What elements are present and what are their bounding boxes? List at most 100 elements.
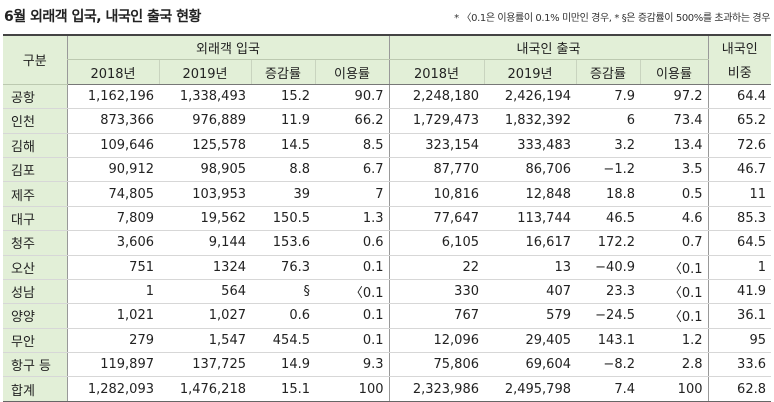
row-label: 제주 — [3, 181, 67, 207]
table-row-total: 합계 1,282,093 1,476,218 15.1 100 2,323,986 2,49… — [3, 376, 771, 402]
cell-domestic-usage: 0.7 — [640, 230, 708, 256]
header-domestic-2018: 2018년 — [388, 59, 484, 85]
cell-foreign-2019: 564 — [159, 279, 251, 305]
cell-domestic-change: 172.2 — [576, 230, 640, 256]
cell-domestic-2018: 87,770 — [388, 157, 484, 183]
cell-domestic-2019: 333,483 — [484, 133, 576, 158]
cell-foreign-usage: 1.3 — [315, 206, 389, 232]
cell-domestic-change: 7.4 — [576, 376, 640, 402]
table-row: 제주 74,805 103,953 39 7 10,816 12,848 18.8 0.5 11 — [3, 181, 771, 207]
cell-domestic-change: 23.3 — [576, 279, 640, 305]
cell-ratio: 36.1 — [707, 303, 771, 329]
header-ratio-line1: 내국인 — [707, 35, 771, 60]
cell-ratio: 95 — [707, 328, 771, 354]
cell-domestic-change: 18.8 — [576, 181, 640, 207]
cell-foreign-2019: 1,476,218 — [159, 376, 251, 402]
cell-foreign-2019: 1,547 — [159, 328, 251, 354]
row-label: 김해 — [3, 133, 67, 158]
cell-foreign-change: 8.8 — [251, 157, 315, 183]
cell-domestic-usage: 0.5 — [640, 181, 708, 207]
cell-foreign-usage: 7 — [315, 181, 389, 207]
cell-foreign-change: 150.5 — [251, 206, 315, 232]
cell-foreign-usage: 0.1 — [315, 328, 389, 354]
cell-domestic-2019: 86,706 — [484, 157, 576, 183]
cell-foreign-usage: 90.7 — [315, 84, 389, 110]
cell-domestic-2018: 1,729,473 — [388, 108, 484, 134]
cell-ratio: 62.8 — [707, 376, 771, 402]
cell-foreign-usage: 0.1 — [315, 303, 389, 329]
row-label: 오산 — [3, 255, 67, 280]
page-title: 6월 외래객 입국, 내국인 출국 현황 — [4, 9, 201, 25]
cell-domestic-usage: 〈0.1 — [640, 279, 708, 305]
cell-domestic-usage: 73.4 — [640, 108, 708, 134]
cell-domestic-2019: 29,405 — [484, 328, 576, 354]
table-row: 오산 751 1324 76.3 0.1 22 13 −40.9 〈0.1 1 — [3, 255, 771, 280]
cell-domestic-change: −1.2 — [576, 157, 640, 183]
cell-domestic-usage: 13.4 — [640, 133, 708, 158]
cell-domestic-usage: 〈0.1 — [640, 303, 708, 329]
table-row: 무안 279 1,547 454.5 0.1 12,096 29,405 143.1 1.2 95 — [3, 328, 771, 354]
row-label: 대구 — [3, 206, 67, 232]
cell-domestic-2018: 323,154 — [388, 133, 484, 158]
cell-domestic-2018: 330 — [388, 279, 484, 305]
cell-foreign-2018: 119,897 — [66, 352, 159, 378]
row-label: 인천 — [3, 108, 67, 134]
cell-domestic-usage: 3.5 — [640, 157, 708, 183]
table-row: 성남 1 564 § 〈0.1 330 407 23.3 〈0.1 41.9 — [3, 279, 771, 305]
cell-domestic-change: 6 — [576, 108, 640, 134]
header-foreign-2018: 2018년 — [66, 59, 159, 85]
cell-foreign-change: 76.3 — [251, 255, 315, 280]
cell-foreign-2019: 103,953 — [159, 181, 251, 207]
table-row: 김포 90,912 98,905 8.8 6.7 87,770 86,706 −1.2 3.5 4… — [3, 157, 771, 183]
cell-domestic-2018: 10,816 — [388, 181, 484, 207]
table-body: 공항 1,162,196 1,338,493 15.2 90.7 2,248,180 2,4… — [3, 84, 771, 402]
header-foreign-2019: 2019년 — [158, 59, 251, 85]
cell-foreign-usage: 9.3 — [315, 352, 389, 378]
cell-domestic-change: 3.2 — [576, 133, 640, 158]
cell-foreign-usage: 〈0.1 — [315, 279, 389, 305]
cell-foreign-2018: 1,282,093 — [66, 376, 159, 402]
cell-foreign-usage: 8.5 — [315, 133, 389, 158]
cell-domestic-2019: 579 — [484, 303, 576, 329]
cell-domestic-2019: 2,495,798 — [484, 376, 576, 402]
cell-domestic-2018: 77,647 — [388, 206, 484, 232]
cell-ratio: 65.2 — [707, 108, 771, 134]
cell-foreign-2018: 279 — [66, 328, 159, 354]
cell-domestic-2019: 2,426,194 — [484, 84, 576, 110]
cell-domestic-usage: 〈0.1 — [640, 255, 708, 280]
cell-domestic-2019: 13 — [484, 255, 576, 280]
cell-ratio: 64.4 — [707, 84, 771, 110]
statistics-table: 구분 외래객 입국 내국인 출국 내국인 2018년 2019년 증감률 이용률… — [3, 34, 771, 402]
cell-domestic-change: 7.9 — [576, 84, 640, 110]
cell-foreign-change: 15.2 — [251, 84, 315, 110]
table-row: 양양 1,021 1,027 0.6 0.1 767 579 −24.5 〈0.1 36.1 — [3, 303, 771, 329]
cell-foreign-2018: 1,021 — [66, 303, 159, 329]
cell-domestic-usage: 100 — [640, 376, 708, 402]
cell-foreign-2018: 109,646 — [66, 133, 159, 158]
table-row: 공항 1,162,196 1,338,493 15.2 90.7 2,248,180 2,4… — [3, 84, 771, 110]
cell-domestic-change: −8.2 — [576, 352, 640, 378]
footnote: * 〈0.1은 이용률이 0.1% 미만인 경우, * §은 증감률이 500%… — [454, 13, 770, 24]
row-label: 청주 — [3, 230, 67, 256]
cell-foreign-2018: 7,809 — [66, 206, 159, 232]
cell-foreign-change: 454.5 — [251, 328, 315, 354]
cell-domestic-usage: 97.2 — [640, 84, 708, 110]
cell-domestic-change: −24.5 — [576, 303, 640, 329]
cell-foreign-2019: 9,144 — [159, 230, 251, 256]
header-ratio-line2: 비중 — [707, 59, 771, 85]
cell-foreign-2018: 90,912 — [66, 157, 159, 183]
row-label: 양양 — [3, 303, 67, 329]
cell-domestic-2018: 767 — [388, 303, 484, 329]
cell-ratio: 1 — [707, 255, 771, 280]
table-row: 항구 등 119,897 137,725 14.9 9.3 75,806 69,604 −8.… — [3, 352, 771, 378]
cell-foreign-2019: 1,338,493 — [159, 84, 251, 110]
cell-foreign-2019: 125,578 — [159, 133, 251, 158]
cell-foreign-2018: 1 — [66, 279, 159, 305]
cell-domestic-usage: 4.6 — [640, 206, 708, 232]
cell-foreign-2019: 98,905 — [159, 157, 251, 183]
cell-foreign-change: 15.1 — [251, 376, 315, 402]
cell-domestic-2019: 12,848 — [484, 181, 576, 207]
cell-domestic-2018: 22 — [388, 255, 484, 280]
cell-domestic-2019: 113,744 — [484, 206, 576, 232]
row-label: 김포 — [3, 157, 67, 183]
